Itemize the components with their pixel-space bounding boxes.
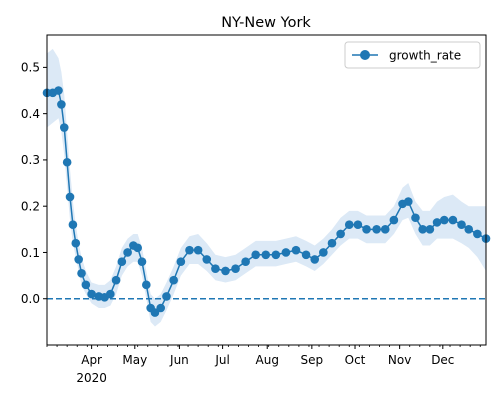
data-point <box>403 197 413 206</box>
data-point <box>439 215 449 225</box>
data-point <box>241 257 250 267</box>
x-tick-label: Jul <box>214 353 229 367</box>
data-point <box>251 250 260 260</box>
data-point <box>57 100 66 109</box>
x-tick-year-label: 2020 <box>76 371 107 385</box>
x-tick-label: Oct <box>345 353 366 367</box>
data-point <box>62 157 72 167</box>
y-tick-label: 0.5 <box>21 61 40 75</box>
confidence-band <box>47 48 486 327</box>
data-point <box>117 257 127 267</box>
data-point <box>150 308 160 317</box>
data-point <box>448 215 458 225</box>
data-point <box>231 264 240 273</box>
data-point <box>111 275 121 285</box>
x-tick-label: Nov <box>388 353 411 367</box>
x-axis: Apr 2020 May Jun Jul Aug Sep Oct Nov Dec <box>46 345 481 385</box>
data-point <box>372 225 381 234</box>
data-point <box>411 213 420 223</box>
x-tick-label: Dec <box>431 353 454 367</box>
data-point <box>59 123 69 132</box>
data-point <box>425 225 435 234</box>
data-point <box>169 275 178 285</box>
y-axis: 0.0 0.1 0.2 0.3 0.4 0.5 <box>21 61 47 306</box>
y-tick-label: 0.2 <box>21 199 40 213</box>
data-point <box>310 255 320 264</box>
data-point <box>362 225 371 234</box>
data-point <box>473 229 482 239</box>
plot-area <box>42 48 491 327</box>
data-point <box>54 86 63 95</box>
data-point <box>211 264 220 273</box>
data-point <box>380 225 390 234</box>
data-point <box>137 257 147 267</box>
data-point <box>193 245 203 255</box>
data-point <box>319 248 328 257</box>
data-point <box>457 220 466 229</box>
data-point <box>65 192 75 202</box>
data-point <box>327 238 337 248</box>
data-point <box>281 248 291 257</box>
data-point <box>74 255 83 264</box>
data-point <box>389 215 399 225</box>
data-point <box>162 292 171 301</box>
data-point <box>106 289 115 299</box>
data-point <box>432 218 442 227</box>
y-tick-label: 0.3 <box>21 153 40 167</box>
data-point <box>176 257 186 267</box>
y-tick-label: 0.0 <box>21 292 40 306</box>
data-point <box>185 245 194 255</box>
x-tick-label: Jun <box>169 353 189 367</box>
chart-title: NY-New York <box>221 15 311 31</box>
plot-frame <box>46 34 487 346</box>
data-point <box>353 220 363 229</box>
data-point <box>142 280 151 290</box>
legend-box <box>344 41 481 69</box>
legend-label: growth_rate <box>389 49 461 63</box>
y-tick-label: 0.1 <box>21 246 40 260</box>
data-point <box>464 225 474 234</box>
data-point <box>261 250 271 260</box>
data-point <box>344 220 354 229</box>
data-point <box>77 268 86 278</box>
data-point <box>133 243 142 253</box>
y-tick-label: 0.4 <box>21 107 40 121</box>
x-tick-label: Apr <box>81 353 102 367</box>
data-point <box>71 238 81 248</box>
data-point <box>291 245 301 255</box>
data-point <box>202 255 212 264</box>
growth-rate-markers <box>42 86 491 317</box>
data-point <box>156 303 166 313</box>
data-point <box>271 250 281 260</box>
data-point <box>336 229 345 239</box>
data-point <box>81 280 91 290</box>
legend: growth_rate <box>344 41 481 69</box>
data-point <box>418 225 427 234</box>
data-point <box>123 248 132 257</box>
legend-marker-swatch <box>360 50 370 60</box>
data-point <box>221 266 230 276</box>
x-tick-label: Aug <box>256 353 279 367</box>
data-point <box>68 220 78 229</box>
x-tick-label: Sep <box>301 353 324 367</box>
data-point <box>301 250 311 260</box>
x-tick-label: May <box>122 353 147 367</box>
data-point <box>87 289 96 299</box>
